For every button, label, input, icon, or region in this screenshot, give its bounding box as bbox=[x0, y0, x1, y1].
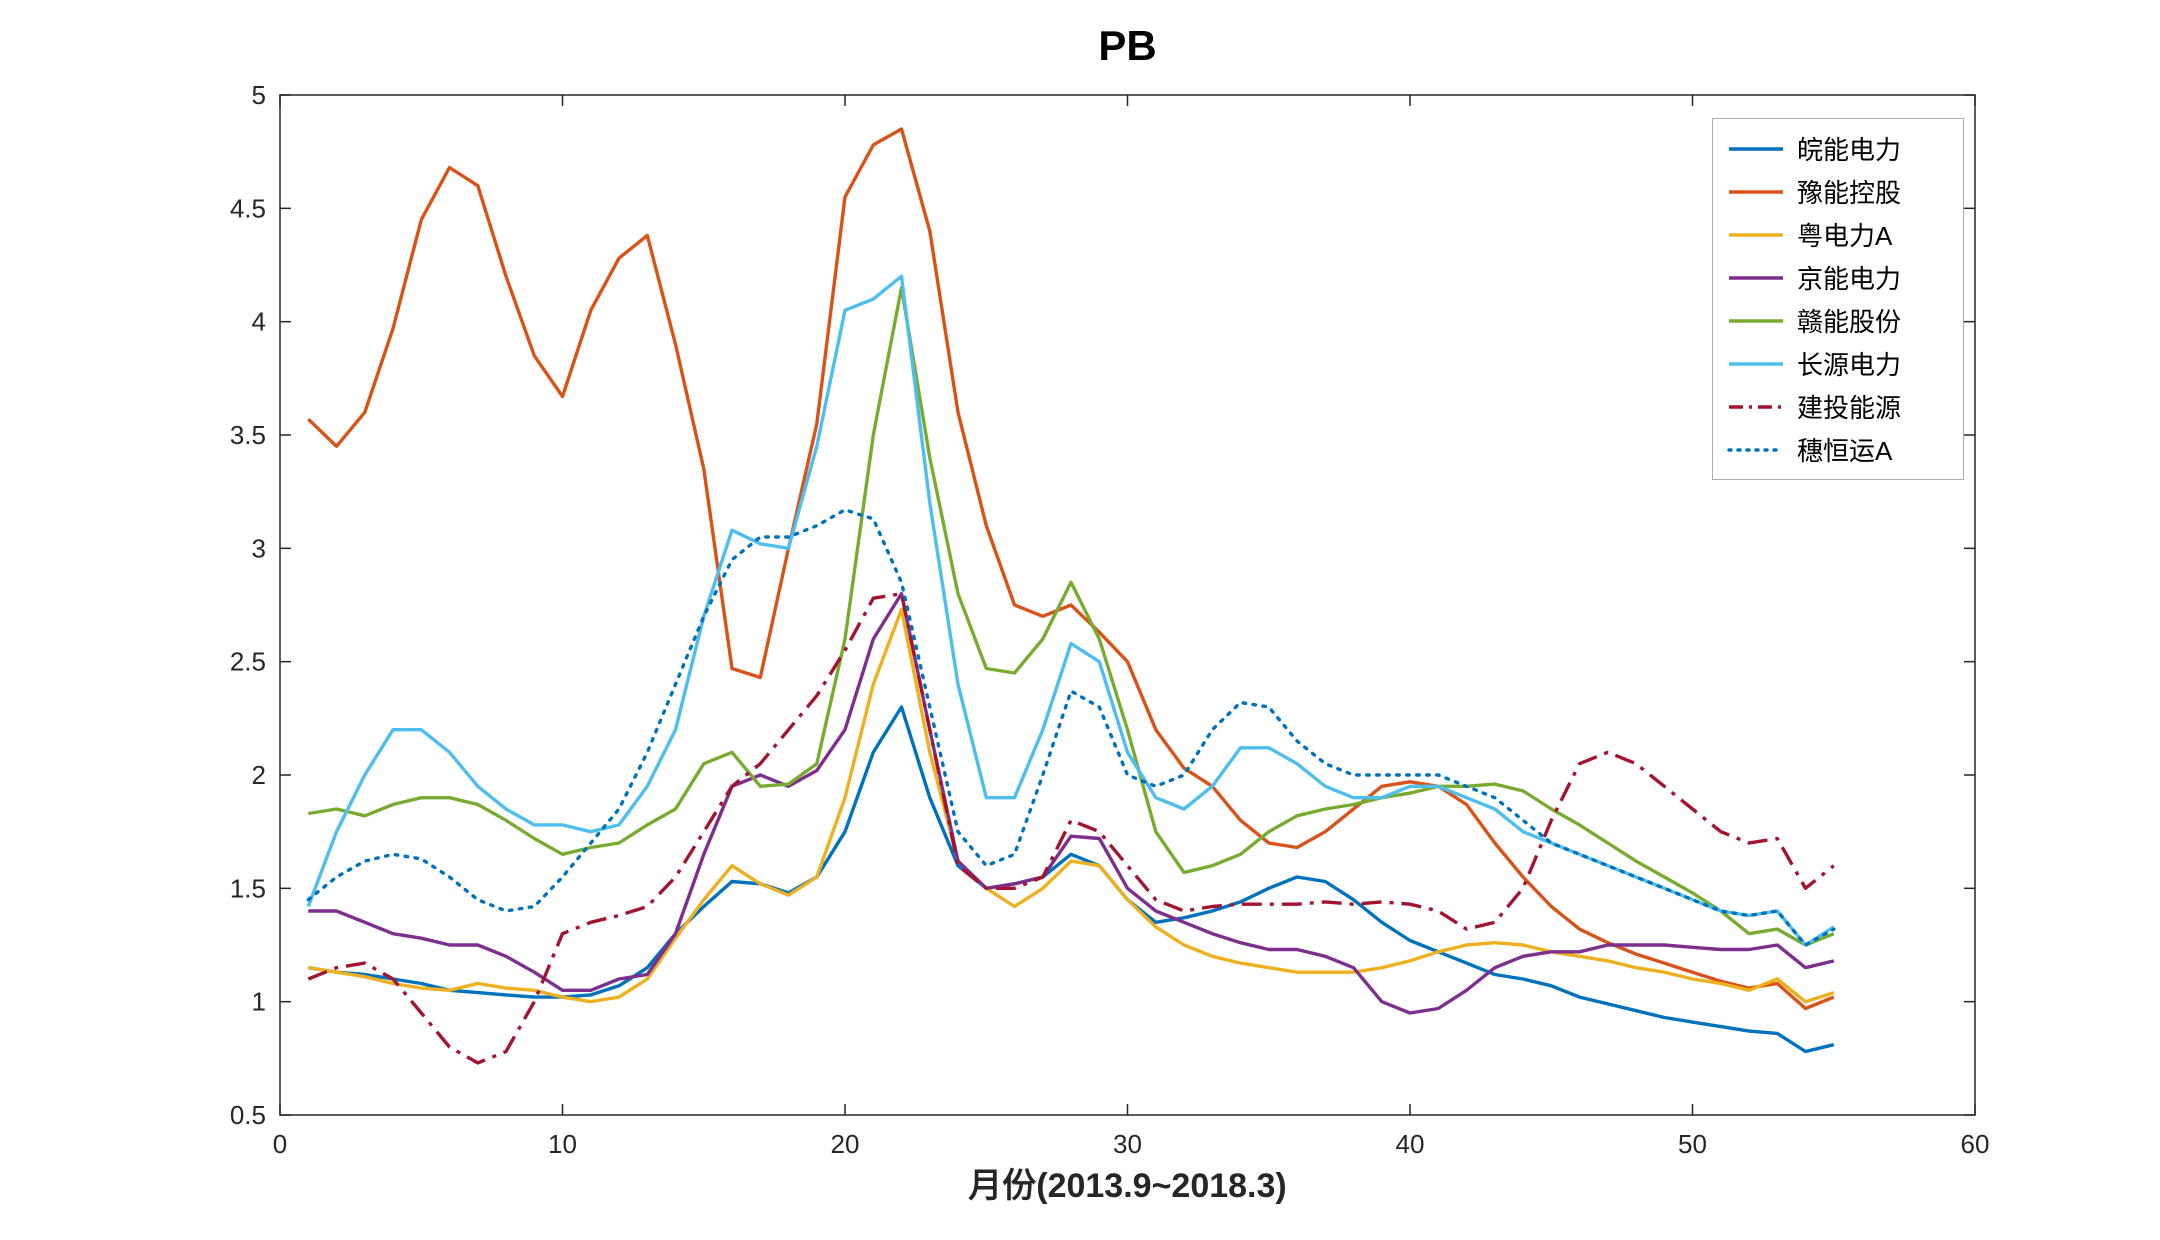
x-tick-label: 50 bbox=[1678, 1129, 1707, 1159]
series-line-7 bbox=[306, 508, 1836, 947]
y-tick-label: 5 bbox=[252, 80, 266, 110]
y-tick-label: 4.5 bbox=[230, 193, 266, 223]
legend-item-7: 穗恒运A bbox=[1719, 428, 1957, 471]
series-line-1 bbox=[307, 127, 1835, 1011]
legend-item-5: 长源电力 bbox=[1719, 342, 1957, 385]
y-tick-label: 3.5 bbox=[230, 420, 266, 450]
legend-label: 豫能控股 bbox=[1797, 178, 1902, 208]
y-tick-label: 0.5 bbox=[230, 1100, 266, 1130]
legend-item-4: 赣能股份 bbox=[1719, 299, 1957, 342]
legend-line-sample bbox=[1729, 275, 1783, 280]
x-axis-label: 月份(2013.9~2018.3) bbox=[968, 1167, 1287, 1205]
x-tick-label: 30 bbox=[1113, 1129, 1142, 1159]
legend-label: 皖能电力 bbox=[1797, 135, 1902, 165]
legend-label: 粤电力A bbox=[1797, 221, 1893, 251]
legend-item-1: 豫能控股 bbox=[1719, 170, 1957, 213]
x-tick-label: 40 bbox=[1396, 1129, 1425, 1159]
y-tick-label: 1 bbox=[252, 987, 266, 1017]
legend-label: 赣能股份 bbox=[1797, 307, 1902, 337]
legend: 皖能电力豫能控股粤电力A 京能电力赣能股份长源电力建投能源穗恒运A bbox=[1712, 118, 1964, 480]
series-line-6 bbox=[307, 592, 1835, 1065]
y-tick-label: 2 bbox=[252, 760, 266, 790]
legend-label: 京能电力 bbox=[1797, 264, 1902, 294]
legend-line-sample bbox=[1729, 361, 1783, 366]
series-line-0 bbox=[308, 705, 1835, 1054]
series-line-4 bbox=[308, 286, 1835, 947]
legend-label: 穗恒运A bbox=[1797, 436, 1893, 466]
legend-line-sample bbox=[1729, 318, 1783, 323]
x-tick-label: 10 bbox=[548, 1129, 577, 1159]
series-line-3 bbox=[308, 592, 1835, 1015]
x-tick-label: 60 bbox=[1961, 1129, 1990, 1159]
y-tick-label: 4 bbox=[252, 307, 266, 337]
legend-label: 长源电力 bbox=[1797, 350, 1902, 380]
series-line-5 bbox=[306, 274, 1835, 947]
y-tick-label: 2.5 bbox=[230, 647, 266, 677]
legend-item-0: 皖能电力 bbox=[1719, 127, 1957, 170]
legend-line-sample bbox=[1727, 447, 1785, 452]
legend-line-sample bbox=[1729, 404, 1783, 409]
legend-line-sample bbox=[1729, 189, 1783, 194]
x-tick-label: 20 bbox=[831, 1129, 860, 1159]
y-tick-label: 3 bbox=[252, 533, 266, 563]
series-line-2 bbox=[308, 607, 1835, 1004]
legend-label: 建投能源 bbox=[1797, 393, 1902, 423]
legend-item-6: 建投能源 bbox=[1719, 385, 1957, 428]
legend-line-sample bbox=[1729, 146, 1783, 151]
legend-item-2: 粤电力A bbox=[1719, 213, 1957, 256]
legend-item-3: 京能电力 bbox=[1719, 256, 1957, 299]
legend-line-sample bbox=[1729, 232, 1783, 237]
x-tick-label: 0 bbox=[273, 1129, 287, 1159]
y-tick-label: 1.5 bbox=[230, 873, 266, 903]
chart-title: PB bbox=[1098, 22, 1157, 69]
